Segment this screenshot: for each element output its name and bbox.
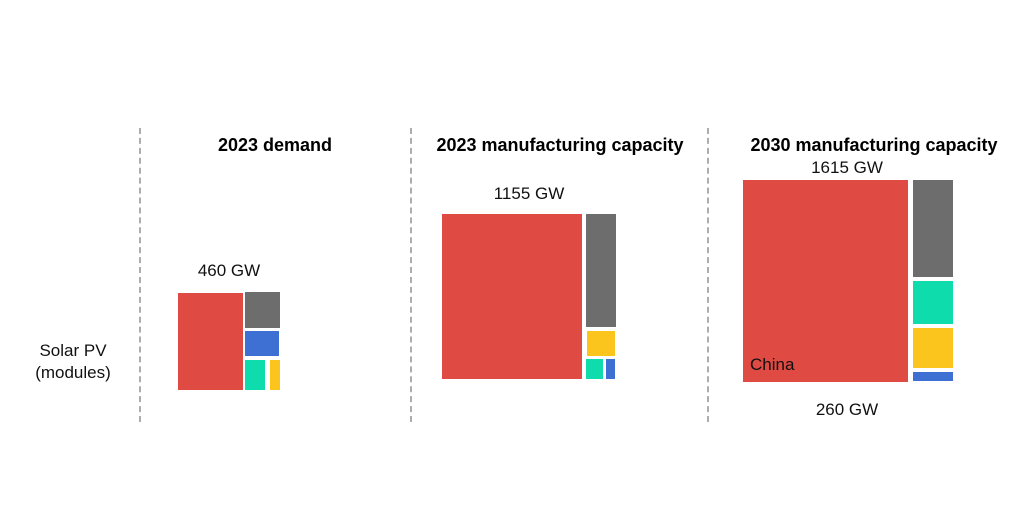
treemap-2023-manufacturing-capacity <box>442 214 616 380</box>
treemap-segment-yellow <box>587 331 615 356</box>
row-label-line2: (modules) <box>35 363 111 382</box>
row-label-line1: Solar PV <box>39 341 107 360</box>
panel-title-2023-capacity: 2023 manufacturing capacity <box>436 135 684 155</box>
treemap-segment-blue <box>245 331 279 356</box>
treemap-segment-blue <box>606 359 615 379</box>
treemap-segment-blue <box>913 372 953 381</box>
treemap-segment-yellow <box>270 360 280 390</box>
treemap-segment-yellow <box>913 328 953 368</box>
panel-title-2030-capacity: 2030 manufacturing capacity <box>750 135 998 155</box>
dashed-divider-right <box>707 128 709 422</box>
panel-title-2023-demand: 2023 demand <box>217 135 333 155</box>
treemap-segment-gray <box>245 292 280 328</box>
dashed-divider-middle <box>410 128 412 422</box>
total-label-1155gw: 1155 GW <box>493 184 565 203</box>
treemap-2030-manufacturing-capacity: China <box>741 179 953 383</box>
segment-label-china: China <box>750 355 795 374</box>
treemap-segment-gray <box>586 214 616 327</box>
treemap-segment-red: China <box>743 180 908 382</box>
treemap-segment-teal <box>913 281 953 324</box>
total-label-1615gw: 1615 GW <box>811 158 883 177</box>
treemap-segment-gray <box>913 180 953 277</box>
treemap-segment-red <box>442 214 582 379</box>
treemap-segment-teal <box>245 360 265 390</box>
treemap-segment-red <box>178 293 243 390</box>
dashed-divider-left <box>139 128 141 422</box>
bottom-label-260gw: 260 GW <box>815 400 879 419</box>
treemap-segment-teal <box>586 359 603 379</box>
treemap-2023-demand <box>178 292 280 391</box>
total-label-460gw: 460 GW <box>197 261 261 280</box>
row-label-solar-pv: Solar PV (modules) <box>10 340 136 384</box>
